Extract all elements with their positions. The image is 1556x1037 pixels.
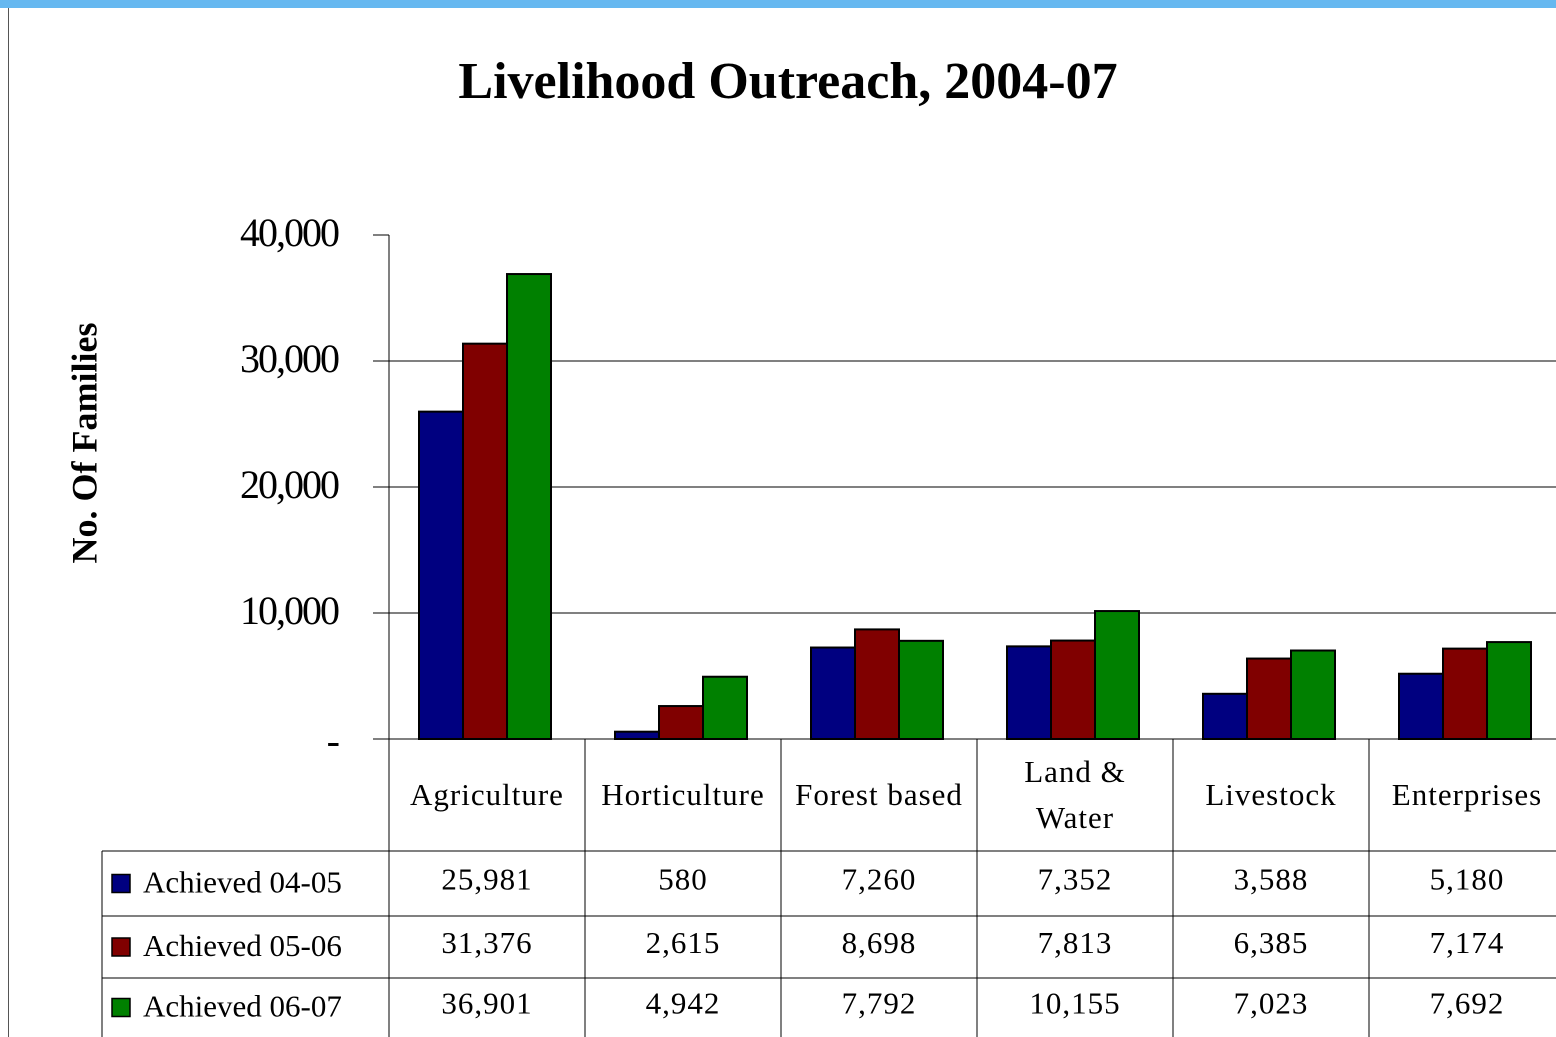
value-label: 4,942 [646, 986, 721, 1021]
bar [506, 273, 552, 740]
value-label: 7,692 [1430, 986, 1505, 1021]
bar [1398, 672, 1444, 740]
legend-label: Achieved 04-05 [143, 865, 342, 900]
value-label: 25,981 [441, 862, 532, 897]
chart-title: Livelihood Outreach, 2004-07 [458, 53, 1117, 110]
bar [854, 628, 900, 741]
legend-key [111, 997, 131, 1018]
value-label: 7,792 [842, 986, 917, 1021]
bar [1442, 647, 1488, 741]
bar [1202, 692, 1248, 740]
value-label: 7,260 [842, 862, 917, 897]
bar [702, 675, 748, 740]
legend-key [111, 873, 131, 894]
value-label: 7,352 [1038, 862, 1113, 897]
value-label: 7,023 [1234, 986, 1309, 1021]
bar [1290, 649, 1336, 740]
y-tick-label: 30,000 [240, 336, 339, 381]
bar [1050, 639, 1096, 741]
value-label: 2,615 [646, 925, 721, 960]
y-axis-label: No. Of Families [64, 323, 104, 564]
value-label: 580 [658, 862, 708, 897]
value-label: 5,180 [1430, 862, 1505, 897]
bar [418, 410, 464, 740]
bar [1486, 641, 1532, 741]
legend-label: Achieved 06-07 [143, 989, 342, 1024]
category-label: Land & Water [1024, 754, 1126, 835]
value-label: 3,588 [1234, 862, 1309, 897]
bar [658, 705, 704, 741]
top-strip [0, 0, 1556, 8]
legend-key [111, 937, 131, 957]
value-label: 31,376 [441, 925, 532, 960]
legend-label: Achieved 05-06 [143, 928, 342, 963]
bar [614, 730, 660, 741]
value-label: 36,901 [441, 986, 532, 1021]
value-label: 8,698 [842, 925, 917, 960]
category-label: Enterprises [1391, 777, 1543, 812]
value-label: 7,174 [1430, 925, 1505, 960]
bar [898, 639, 944, 740]
y-tick-label: 40,000 [240, 210, 339, 255]
bar [1006, 645, 1052, 741]
bar [462, 342, 508, 740]
value-label: 7,813 [1038, 925, 1113, 960]
category-label: Livestock [1205, 777, 1337, 812]
value-label: 10,155 [1029, 986, 1120, 1021]
category-label: Forest based [795, 777, 963, 812]
y-tick-label: - [327, 718, 339, 763]
category-label: Agriculture [410, 777, 564, 812]
value-label: 6,385 [1234, 925, 1309, 960]
bar [1246, 657, 1292, 741]
bar [1094, 610, 1140, 740]
bar [810, 646, 856, 740]
y-tick-label: 10,000 [240, 588, 339, 633]
category-label: Horticulture [601, 777, 765, 812]
y-tick-label: 20,000 [240, 462, 339, 507]
